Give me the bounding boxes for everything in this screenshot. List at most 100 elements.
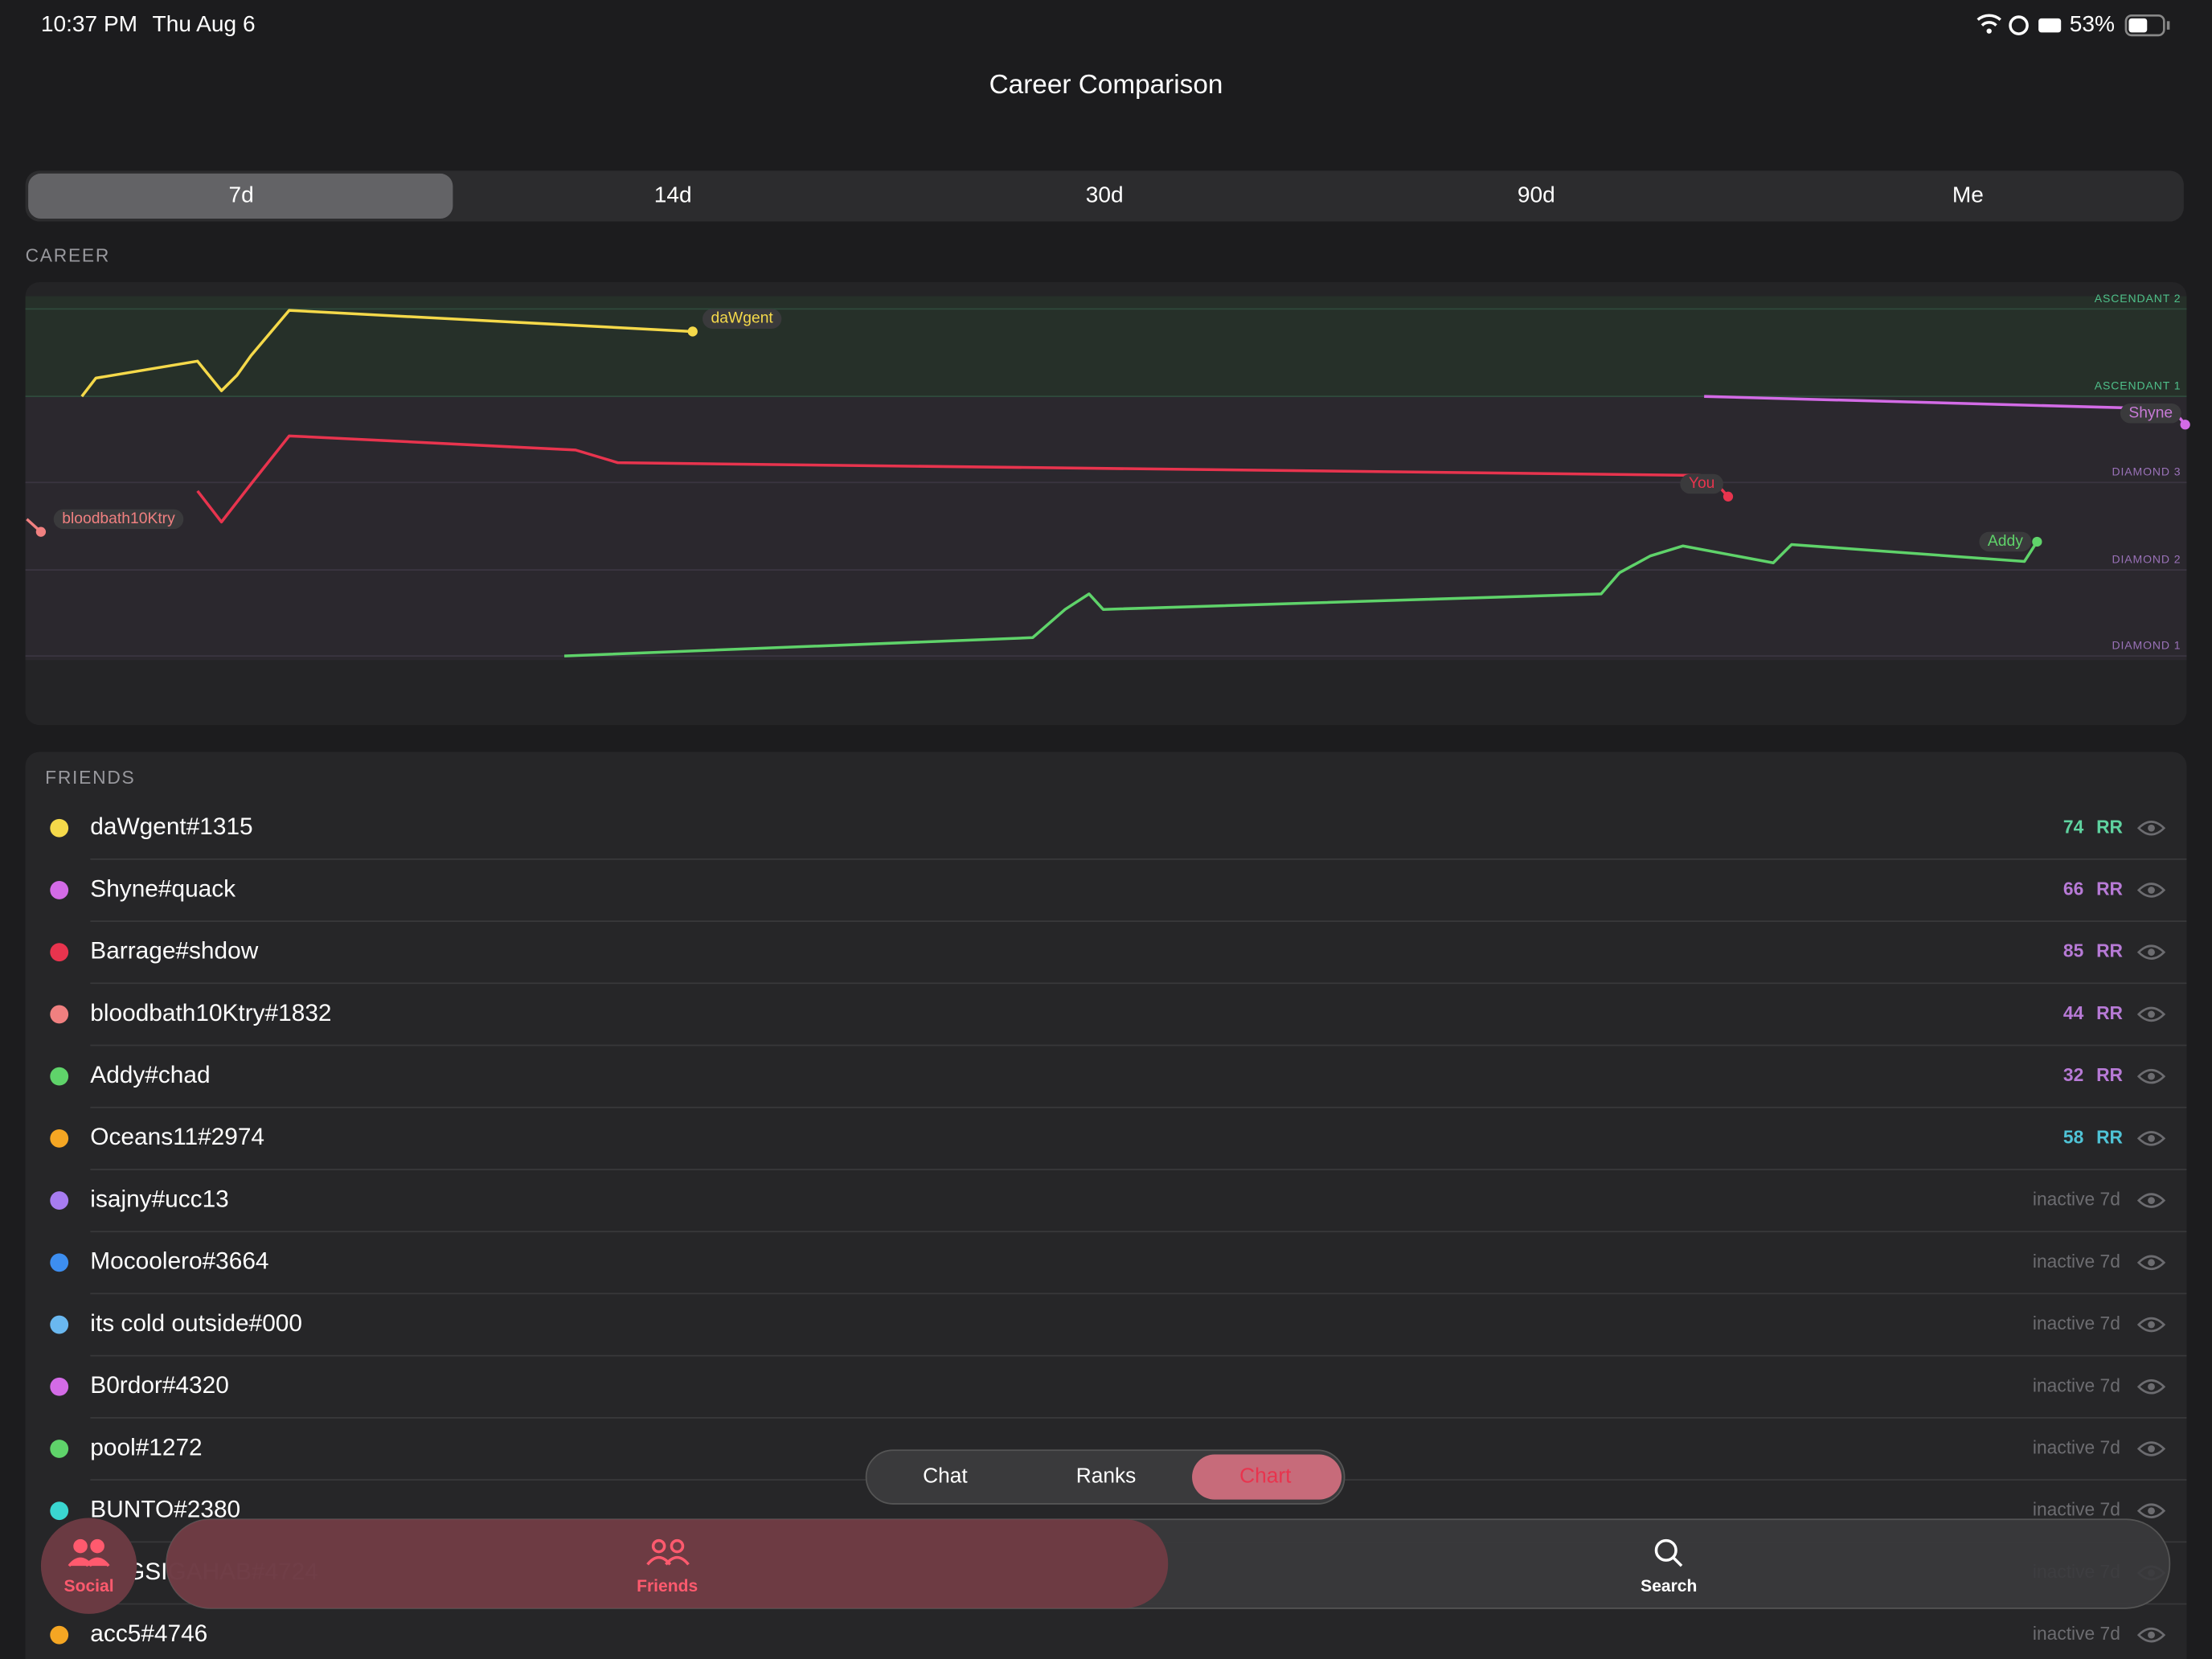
tab-label[interactable]: Friends <box>637 1577 698 1596</box>
friend-status: inactive 7d <box>2033 1499 2120 1520</box>
friend-name[interactable]: Addy#chad <box>90 1062 210 1088</box>
line-label-bg <box>1979 531 2032 552</box>
friend-color-dot <box>50 943 69 962</box>
eye-pupil <box>2148 1072 2155 1080</box>
band-label: DIAMOND 3 <box>2112 465 2181 478</box>
friend-status: inactive 7d <box>2033 1437 2120 1458</box>
eye-pupil <box>2148 1010 2155 1018</box>
eye-pupil <box>2148 1631 2155 1639</box>
friend-rr: 85 <box>2063 940 2084 961</box>
friend-name[interactable]: Oceans11#2974 <box>90 1124 264 1150</box>
friend-rr-unit: RR <box>2096 940 2123 961</box>
friend-color-dot <box>50 818 69 838</box>
line-label-bg <box>53 509 184 530</box>
friend-name[interactable]: Mocoolero#3664 <box>90 1248 268 1275</box>
friend-color-dot <box>50 1501 69 1521</box>
friend-rr: 44 <box>2063 1002 2084 1023</box>
eye-icon[interactable] <box>2136 1131 2166 1146</box>
tab-label[interactable]: Search <box>1641 1577 1697 1596</box>
friend-color-dot <box>50 1253 69 1272</box>
period-tab[interactable]: 30d <box>1086 182 1124 207</box>
friend-status: inactive 7d <box>2033 1623 2120 1644</box>
view-option[interactable]: Ranks <box>1076 1464 1137 1488</box>
eye-icon[interactable] <box>2136 944 2166 960</box>
eye-icon[interactable] <box>2136 1317 2166 1333</box>
friend-name[interactable]: Barrage#shdow <box>90 938 258 965</box>
eye-icon[interactable] <box>2136 1627 2166 1643</box>
battery-percent: 53% <box>2070 11 2115 36</box>
eye-icon[interactable] <box>2136 1441 2166 1456</box>
line-label-bg <box>703 309 782 329</box>
line-dawgent <box>80 309 693 398</box>
eye-icon[interactable] <box>2136 1379 2166 1395</box>
friend-name[interactable]: its cold outside#000 <box>90 1310 302 1337</box>
battery-icon <box>2124 14 2170 37</box>
period-tab[interactable]: 90d <box>1518 182 1555 207</box>
line-label: daWgent <box>711 310 774 327</box>
tab-icons <box>68 1538 1683 1567</box>
date: Thu Aug 6 <box>153 11 256 36</box>
band-label: DIAMOND 1 <box>2112 639 2181 652</box>
eye-icon[interactable] <box>2136 1193 2166 1208</box>
ascendant-band <box>25 296 2187 397</box>
eye-pupil <box>2148 1507 2155 1515</box>
eye-pupil <box>2148 948 2155 956</box>
friend-rr-unit: RR <box>2096 879 2123 899</box>
eye-pupil <box>2148 887 2155 894</box>
view-option[interactable]: Chat <box>923 1464 968 1488</box>
friend-name[interactable]: isajny#ucc13 <box>90 1186 228 1212</box>
friend-name[interactable]: bloodbath10Ktry#1832 <box>90 1000 331 1026</box>
line-label: Addy <box>1988 533 2023 550</box>
eye-pupil <box>2148 1134 2155 1142</box>
eye-pupil <box>2148 1197 2155 1204</box>
friend-name[interactable]: pool#1272 <box>90 1434 202 1460</box>
band-label: DIAMOND 2 <box>2112 552 2181 565</box>
friend-rr: 32 <box>2063 1064 2083 1085</box>
period-tab[interactable]: 7d <box>229 182 254 207</box>
eye-pupil <box>2148 1382 2155 1391</box>
friend-color-dot <box>50 1440 69 1458</box>
eye-icon[interactable] <box>2136 1006 2166 1022</box>
friend-color-dot <box>50 1191 69 1210</box>
diamond-band <box>25 396 2187 661</box>
period-tab[interactable]: Me <box>1952 182 1984 207</box>
band-label: ASCENDANT 2 <box>2095 292 2181 305</box>
friend-status: inactive 7d <box>2033 1189 2120 1210</box>
friend-color-dot <box>50 1377 69 1396</box>
line-label-bg <box>1680 473 1723 494</box>
friend-color-dot <box>50 1315 69 1334</box>
friend-status: inactive 7d <box>2033 1313 2120 1333</box>
friend-rr: 74 <box>2063 816 2084 837</box>
friend-color-dot <box>50 1129 69 1148</box>
section-label: FRIENDS <box>45 767 135 788</box>
friend-name[interactable]: BUNTO#2380 <box>90 1497 240 1523</box>
eye-icon[interactable] <box>2136 883 2166 898</box>
friend-rr-unit: RR <box>2096 1002 2123 1023</box>
friend-name[interactable]: daWgent#1315 <box>90 813 252 840</box>
eye-pupil <box>2148 824 2155 832</box>
eye-icon[interactable] <box>2136 1503 2166 1518</box>
period-selected <box>28 173 453 219</box>
period-tab[interactable]: 14d <box>654 182 692 207</box>
friend-name[interactable]: B0rdor#4320 <box>90 1372 228 1399</box>
friend-status: inactive 7d <box>2033 1251 2120 1272</box>
line-label: You <box>1689 475 1715 492</box>
friend-status: inactive 7d <box>2033 1374 2120 1395</box>
view-option[interactable]: Chart <box>1239 1464 1292 1488</box>
friend-name[interactable]: acc5#4746 <box>90 1620 207 1647</box>
friend-name[interactable]: Shyne#quack <box>90 875 236 902</box>
friend-color-dot <box>50 1067 69 1086</box>
line-label-bg <box>2120 403 2181 424</box>
tab-label[interactable]: Social <box>64 1577 114 1596</box>
view-selected <box>1192 1454 1342 1500</box>
friend-color-dot <box>50 1005 69 1024</box>
eye-icon[interactable] <box>2136 1068 2166 1084</box>
eye-icon[interactable] <box>2136 821 2166 836</box>
eye-pupil <box>2148 1259 2155 1267</box>
eye-icon[interactable] <box>2136 1255 2166 1271</box>
section-label: CAREER <box>26 244 111 265</box>
friend-color-dot <box>50 1625 69 1645</box>
status-icons <box>1976 14 2062 35</box>
eye-pupil <box>2148 1445 2155 1452</box>
